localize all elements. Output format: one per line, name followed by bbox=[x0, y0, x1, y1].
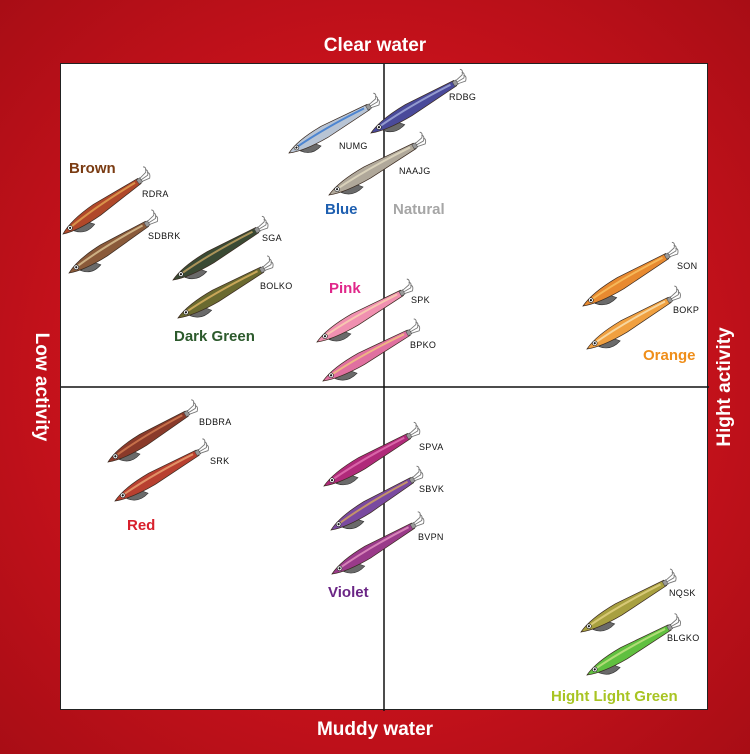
lure-naajg bbox=[328, 131, 427, 196]
group-label-blue: Blue bbox=[325, 201, 358, 218]
lure-code: SDBRK bbox=[148, 231, 181, 241]
lure-code: SBVK bbox=[419, 484, 445, 494]
lure-code: BLGKO bbox=[667, 633, 700, 643]
lure-code: SRK bbox=[210, 456, 230, 466]
chart-panel: Brown Dark Green Blue Natural Pink Orang… bbox=[60, 63, 709, 711]
lure-spva bbox=[323, 421, 421, 487]
group-label-dark-green: Dark Green bbox=[174, 328, 255, 345]
lure-code: NQSK bbox=[669, 588, 696, 598]
axis-label-clear-water: Clear water bbox=[323, 35, 427, 56]
lure-code: RDRA bbox=[142, 189, 169, 199]
lure-sdbrk bbox=[68, 209, 159, 274]
lure-code: BVPN bbox=[418, 532, 444, 542]
lure-sbvk bbox=[330, 465, 424, 531]
lure-blgko bbox=[586, 613, 681, 676]
lure-srk bbox=[114, 438, 209, 502]
lure-code: SPK bbox=[411, 295, 430, 305]
group-label-violet: Violet bbox=[328, 584, 369, 601]
group-label-orange: Orange bbox=[643, 347, 696, 364]
lure-bpko bbox=[322, 318, 421, 382]
axis-label-high-activity: Hight activity bbox=[714, 327, 735, 447]
lure-code: SON bbox=[677, 261, 698, 271]
lure-bokp bbox=[586, 285, 681, 350]
group-label-brown: Brown bbox=[69, 160, 116, 177]
lure-bvpn bbox=[331, 511, 425, 575]
lure-code: RDBG bbox=[449, 92, 477, 102]
axis-label-low-activity: Low activity bbox=[31, 332, 52, 442]
lure-rdbg bbox=[370, 68, 467, 134]
lure-code: BPKO bbox=[410, 340, 437, 350]
lure-bdbra bbox=[107, 399, 198, 463]
lure-code: NAAJG bbox=[399, 166, 431, 176]
axis-label-muddy-water: Muddy water bbox=[316, 719, 434, 740]
group-label-pink: Pink bbox=[329, 280, 361, 297]
lure-spk bbox=[316, 278, 414, 343]
group-label-red: Red bbox=[127, 517, 156, 534]
lure-code: BOKP bbox=[673, 305, 700, 315]
group-label-natural: Natural bbox=[393, 201, 445, 218]
lure-code: BDBRA bbox=[199, 417, 232, 427]
lure-code: NUMG bbox=[339, 141, 368, 151]
lure-nqsk bbox=[580, 568, 677, 633]
lure-bolko bbox=[177, 255, 274, 319]
lure-drawings bbox=[61, 64, 709, 711]
lure-code: BOLKO bbox=[260, 281, 293, 291]
lure-rdra bbox=[62, 166, 151, 235]
lure-code: SPVA bbox=[419, 442, 444, 452]
lure-numg bbox=[288, 92, 380, 154]
lure-sga bbox=[172, 215, 269, 281]
group-label-light-green: Hight Light Green bbox=[551, 688, 678, 705]
lure-code: SGA bbox=[262, 233, 282, 243]
lure-son bbox=[582, 241, 679, 307]
